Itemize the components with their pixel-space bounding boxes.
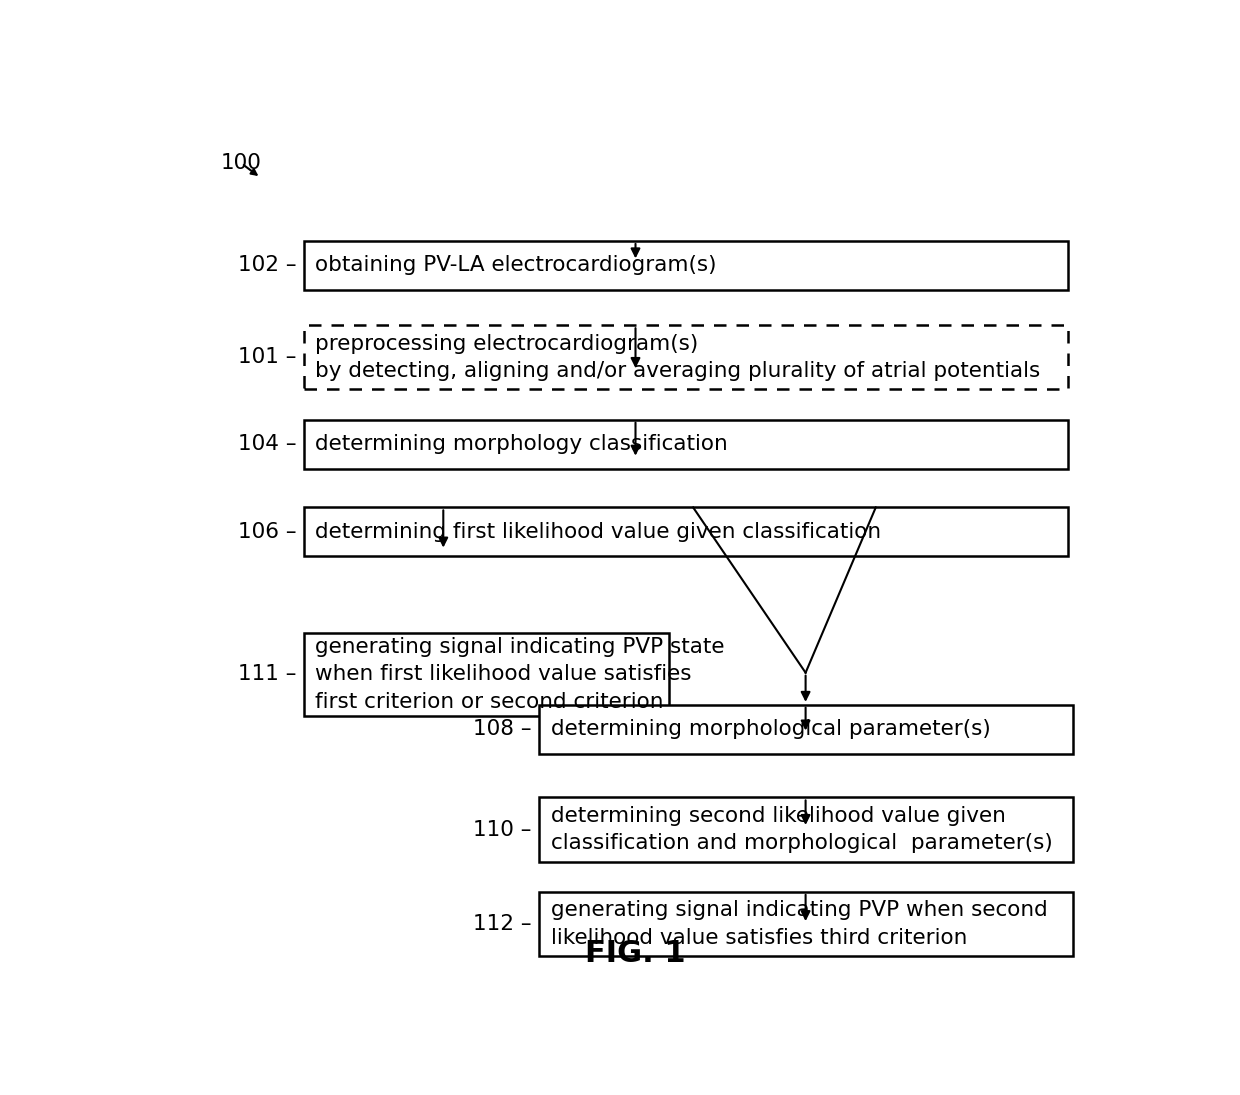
Bar <box>304 419 1068 469</box>
Text: 102 –: 102 – <box>238 255 296 276</box>
Bar <box>539 797 1073 862</box>
Bar <box>539 892 1073 956</box>
Text: FIG. 1: FIG. 1 <box>585 940 686 968</box>
Text: 101 –: 101 – <box>238 347 296 367</box>
Text: 104 –: 104 – <box>238 435 296 454</box>
Bar <box>539 705 1073 753</box>
Text: 108 –: 108 – <box>474 719 532 739</box>
Text: 112 –: 112 – <box>474 914 532 934</box>
Text: preprocessing electrocardiogram(s)
by detecting, aligning and/or averaging plura: preprocessing electrocardiogram(s) by de… <box>315 334 1040 381</box>
Text: determining second likelihood value given
classification and morphological  para: determining second likelihood value give… <box>551 806 1053 853</box>
Text: 111 –: 111 – <box>238 665 296 684</box>
Bar <box>304 325 1068 390</box>
Text: determining morphological parameter(s): determining morphological parameter(s) <box>551 719 991 739</box>
Bar <box>304 633 670 716</box>
Bar <box>304 507 1068 556</box>
Text: 110 –: 110 – <box>474 819 532 840</box>
Text: determining morphology classification: determining morphology classification <box>315 435 728 454</box>
Bar <box>304 241 1068 290</box>
Text: obtaining PV-LA electrocardiogram(s): obtaining PV-LA electrocardiogram(s) <box>315 255 717 276</box>
Text: 106 –: 106 – <box>238 522 296 542</box>
Text: 100: 100 <box>221 153 262 173</box>
Text: generating signal indicating PVP state
when first likelihood value satisfies
fir: generating signal indicating PVP state w… <box>315 637 725 712</box>
Text: generating signal indicating PVP when second
likelihood value satisfies third cr: generating signal indicating PVP when se… <box>551 900 1048 947</box>
Text: determining first likelihood value given classification: determining first likelihood value given… <box>315 522 882 542</box>
